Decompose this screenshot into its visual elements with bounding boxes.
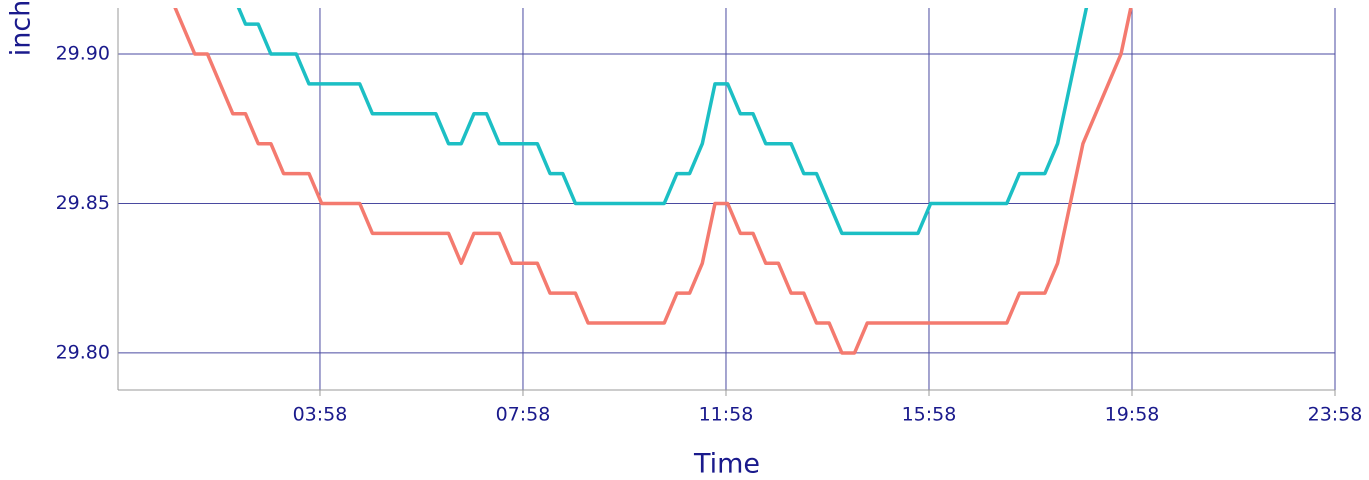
plot-area [173, 8, 1133, 355]
x-tick-label: 15:58 [902, 404, 957, 426]
y-tick-label: 29.85 [56, 192, 110, 214]
series-line [236, 8, 1089, 236]
x-tick-label: 19:58 [1105, 404, 1160, 426]
y-tick-label: 29.90 [56, 43, 110, 65]
y-axis-title: inch [6, 0, 37, 56]
y-tick-label: 29.80 [56, 341, 110, 363]
x-tick-label: 23:58 [1308, 404, 1363, 426]
series-line [173, 8, 1133, 355]
x-tick-label: 11:58 [699, 404, 754, 426]
x-tick-label: 03:58 [293, 404, 348, 426]
x-tick-label: 07:58 [496, 404, 551, 426]
x-axis-title: Time [693, 449, 760, 480]
